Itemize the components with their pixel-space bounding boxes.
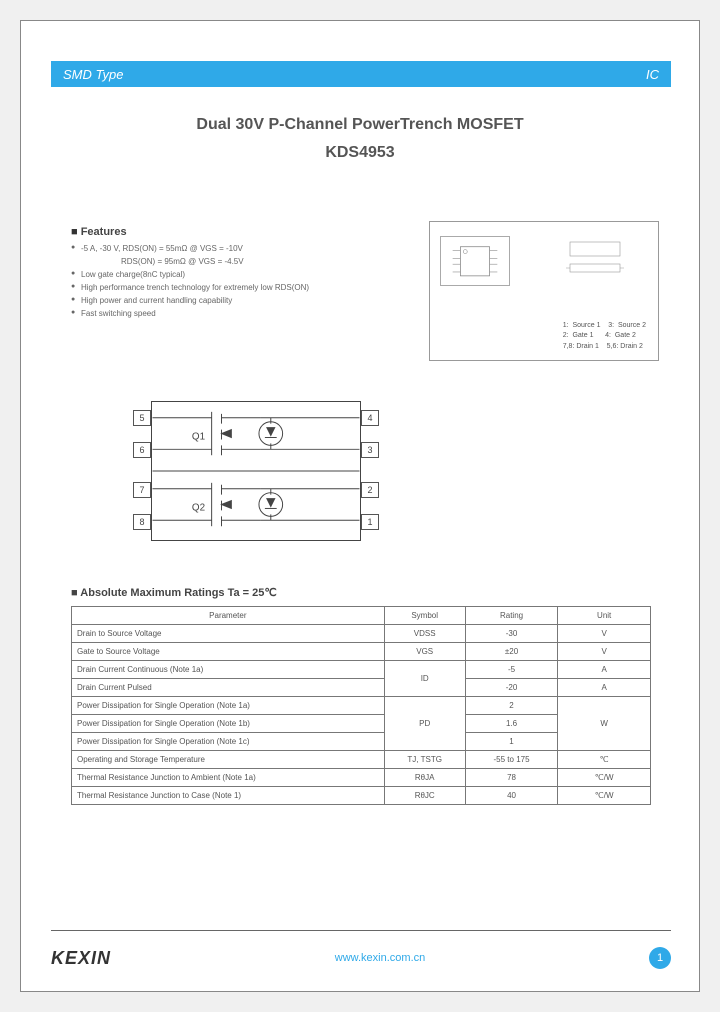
cell-rating: 2 <box>465 697 558 715</box>
schematic-diagram: 5 6 7 8 4 3 2 1 <box>151 401 361 541</box>
table-row: Power Dissipation for Single Operation (… <box>72 697 651 715</box>
cell-symbol: TJ, TSTG <box>384 751 465 769</box>
cell-rating: -20 <box>465 679 558 697</box>
cell-parameter: Drain Current Continuous (Note 1a) <box>72 661 385 679</box>
page-number: 1 <box>649 947 671 969</box>
title-block: Dual 30V P-Channel PowerTrench MOSFET KD… <box>21 116 699 162</box>
cell-parameter: Power Dissipation for Single Operation (… <box>72 697 385 715</box>
cell-rating: 1.6 <box>465 715 558 733</box>
pin-box: 3 <box>361 442 379 458</box>
pin-legend: 1: Source 1 3: Source 2 2: Gate 1 4: Gat… <box>563 321 646 353</box>
ratings-table: Parameter Symbol Rating Unit Drain to So… <box>71 606 651 805</box>
cell-unit: ℃ <box>558 751 651 769</box>
pin-box: 2 <box>361 482 379 498</box>
cell-parameter: Thermal Resistance Junction to Case (Not… <box>72 787 385 805</box>
cell-rating: 78 <box>465 769 558 787</box>
footer-rule <box>51 930 671 931</box>
col-symbol: Symbol <box>384 607 465 625</box>
part-number: KDS4953 <box>21 144 699 162</box>
cell-rating: -55 to 175 <box>465 751 558 769</box>
cell-unit: V <box>558 643 651 661</box>
svg-text:Q1: Q1 <box>192 431 205 442</box>
feature-item: Fast switching speed <box>71 309 411 318</box>
table-row: Drain Current Continuous (Note 1a)ID-5A <box>72 661 651 679</box>
header-left: SMD Type <box>63 67 123 82</box>
cell-symbol: ID <box>384 661 465 697</box>
header-band: SMD Type IC <box>51 61 671 87</box>
footer-url: www.kexin.com.cn <box>335 952 425 964</box>
cell-rating: -30 <box>465 625 558 643</box>
cell-symbol: VDSS <box>384 625 465 643</box>
cell-symbol: RθJC <box>384 787 465 805</box>
svg-text:Q2: Q2 <box>192 502 205 513</box>
col-rating: Rating <box>465 607 558 625</box>
cell-unit: W <box>558 697 651 751</box>
feature-subline: RDS(ON) = 95mΩ @ VGS = -4.5V <box>121 257 411 266</box>
table-header-row: Parameter Symbol Rating Unit <box>72 607 651 625</box>
cell-parameter: Drain to Source Voltage <box>72 625 385 643</box>
col-parameter: Parameter <box>72 607 385 625</box>
cell-parameter: Power Dissipation for Single Operation (… <box>72 715 385 733</box>
footer: KEXIN www.kexin.com.cn 1 <box>51 943 671 973</box>
pin-legend-row: 7,8: Drain 1 5,6: Drain 2 <box>563 342 646 353</box>
features-heading: Features <box>71 226 411 238</box>
package-outline-top <box>440 236 510 286</box>
table-row: Thermal Resistance Junction to Ambient (… <box>72 769 651 787</box>
ratings-heading: Absolute Maximum Ratings Ta = 25℃ <box>71 586 277 599</box>
cell-rating: -5 <box>465 661 558 679</box>
pin-box: 6 <box>133 442 151 458</box>
cell-parameter: Drain Current Pulsed <box>72 679 385 697</box>
product-title: Dual 30V P-Channel PowerTrench MOSFET <box>21 116 699 134</box>
table-row: Drain to Source VoltageVDSS-30V <box>72 625 651 643</box>
cell-parameter: Operating and Storage Temperature <box>72 751 385 769</box>
pin-legend-row: 2: Gate 1 4: Gate 2 <box>563 331 646 342</box>
col-unit: Unit <box>558 607 651 625</box>
pin-box: 4 <box>361 410 379 426</box>
pin-box: 8 <box>133 514 151 530</box>
cell-unit: ℃/W <box>558 787 651 805</box>
cell-unit: V <box>558 625 651 643</box>
cell-symbol: PD <box>384 697 465 751</box>
table-row: Drain Current Pulsed -20A <box>72 679 651 697</box>
features-section: Features -5 A, -30 V, RDS(ON) = 55mΩ @ V… <box>71 226 411 322</box>
cell-rating: 1 <box>465 733 558 751</box>
feature-item: Low gate charge(8nC typical) <box>71 270 411 279</box>
cell-unit: A <box>558 661 651 679</box>
cell-unit: ℃/W <box>558 769 651 787</box>
cell-symbol: RθJA <box>384 769 465 787</box>
cell-unit: A <box>558 679 651 697</box>
table-row: Thermal Resistance Junction to Case (Not… <box>72 787 651 805</box>
cell-parameter: Power Dissipation for Single Operation (… <box>72 733 385 751</box>
table-row: Operating and Storage TemperatureTJ, TST… <box>72 751 651 769</box>
pin-legend-row: 1: Source 1 3: Source 2 <box>563 321 646 332</box>
header-right: IC <box>646 67 659 82</box>
feature-item: High performance trench technology for e… <box>71 283 411 292</box>
pin-box: 5 <box>133 410 151 426</box>
cell-parameter: Gate to Source Voltage <box>72 643 385 661</box>
datasheet-page: SMD Type IC Dual 30V P-Channel PowerTren… <box>20 20 700 992</box>
package-outline-side <box>560 234 640 284</box>
brand-logo: KEXIN <box>51 948 111 969</box>
cell-parameter: Thermal Resistance Junction to Ambient (… <box>72 769 385 787</box>
pin-box: 7 <box>133 482 151 498</box>
cell-rating: ±20 <box>465 643 558 661</box>
pin-box: 1 <box>361 514 379 530</box>
cell-symbol: VGS <box>384 643 465 661</box>
package-diagram-box: 1: Source 1 3: Source 2 2: Gate 1 4: Gat… <box>429 221 659 361</box>
table-row: Gate to Source VoltageVGS±20V <box>72 643 651 661</box>
mosfet-schematic-svg: Q1 Q2 <box>152 402 360 540</box>
feature-item: -5 A, -30 V, RDS(ON) = 55mΩ @ VGS = -10V <box>71 244 411 253</box>
feature-item: High power and current handling capabili… <box>71 296 411 305</box>
cell-rating: 40 <box>465 787 558 805</box>
